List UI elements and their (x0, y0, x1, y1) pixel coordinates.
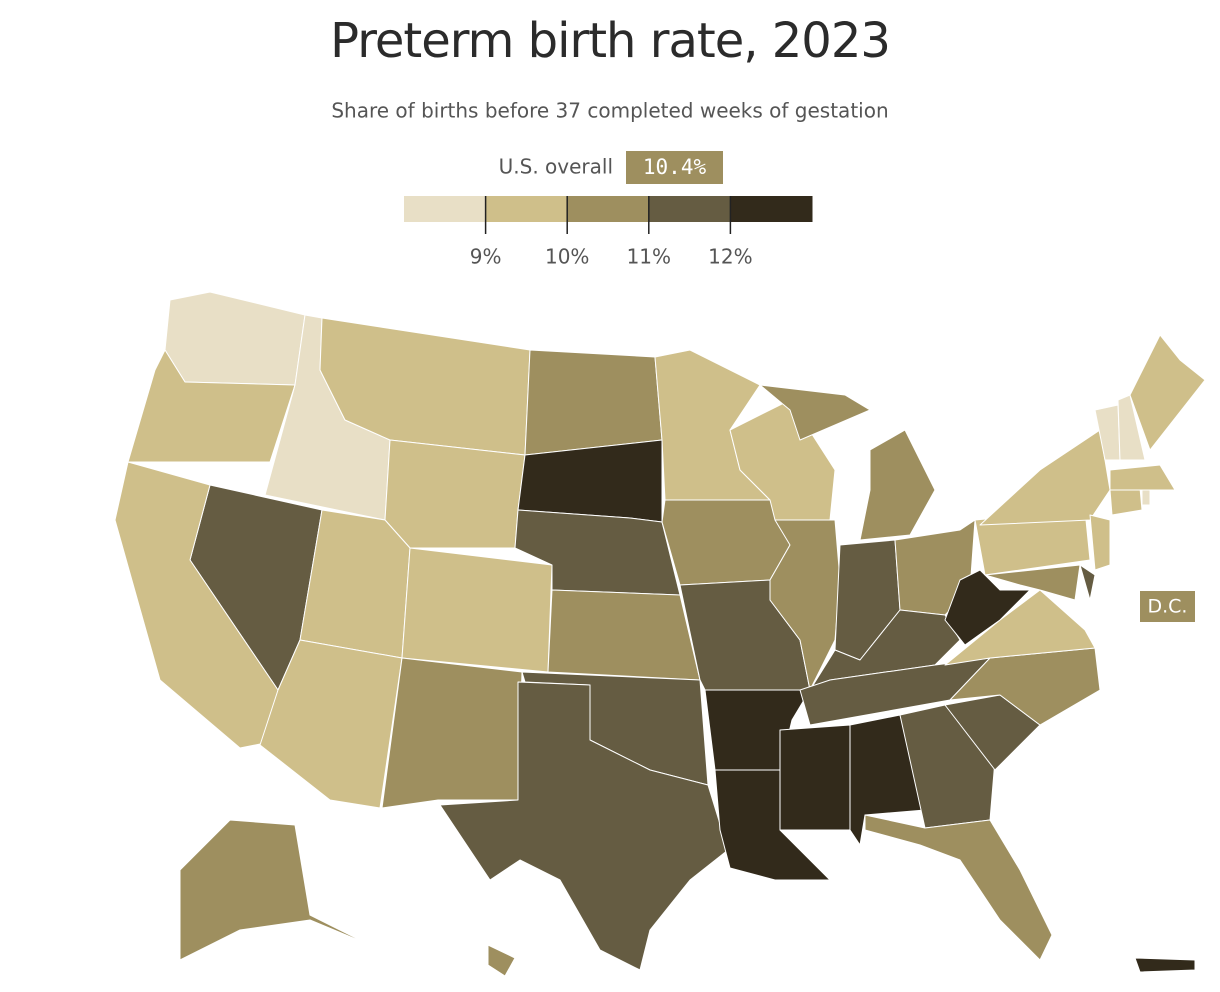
state (864, 814, 1053, 961)
state (984, 564, 1081, 601)
state (759, 384, 871, 441)
state (384, 439, 526, 549)
state (859, 429, 936, 541)
legend-tick-label: 12% (708, 245, 752, 269)
state (547, 589, 701, 681)
state (179, 819, 371, 961)
overall-box (626, 151, 723, 184)
state (1079, 564, 1096, 601)
legend-swatch (730, 196, 813, 222)
state (1117, 394, 1146, 461)
state (127, 349, 296, 463)
state (1089, 514, 1111, 571)
overall-label: U.S. overall (499, 155, 613, 179)
legend: 9% 10% 11% 12% (404, 196, 813, 269)
state (944, 569, 1031, 646)
state (439, 681, 729, 971)
state (779, 724, 851, 831)
title: Preterm birth rate, 2023 (330, 13, 890, 69)
state (661, 499, 791, 586)
state (1141, 487, 1151, 506)
legend-swatch (404, 196, 487, 222)
state (487, 944, 516, 977)
legend-tick-label: 11% (627, 245, 671, 269)
state (1109, 464, 1176, 491)
state (1109, 487, 1143, 516)
state (769, 519, 841, 691)
legend-tick-label: 9% (470, 245, 502, 269)
state (1129, 334, 1206, 451)
legend-swatch (567, 196, 650, 222)
state (524, 349, 663, 456)
state (164, 291, 306, 386)
overall-value: 10.4% (643, 155, 707, 179)
state (381, 657, 523, 809)
state (979, 429, 1111, 526)
state (1134, 957, 1196, 973)
dc-box (1140, 591, 1195, 622)
dc-label: D.C. (1148, 596, 1188, 618)
legend-swatch (648, 196, 731, 222)
legend-swatch (485, 196, 568, 222)
subtitle: Share of births before 37 completed week… (331, 99, 888, 123)
map (114, 291, 1206, 977)
legend-tick-label: 10% (545, 245, 589, 269)
state (401, 547, 553, 673)
